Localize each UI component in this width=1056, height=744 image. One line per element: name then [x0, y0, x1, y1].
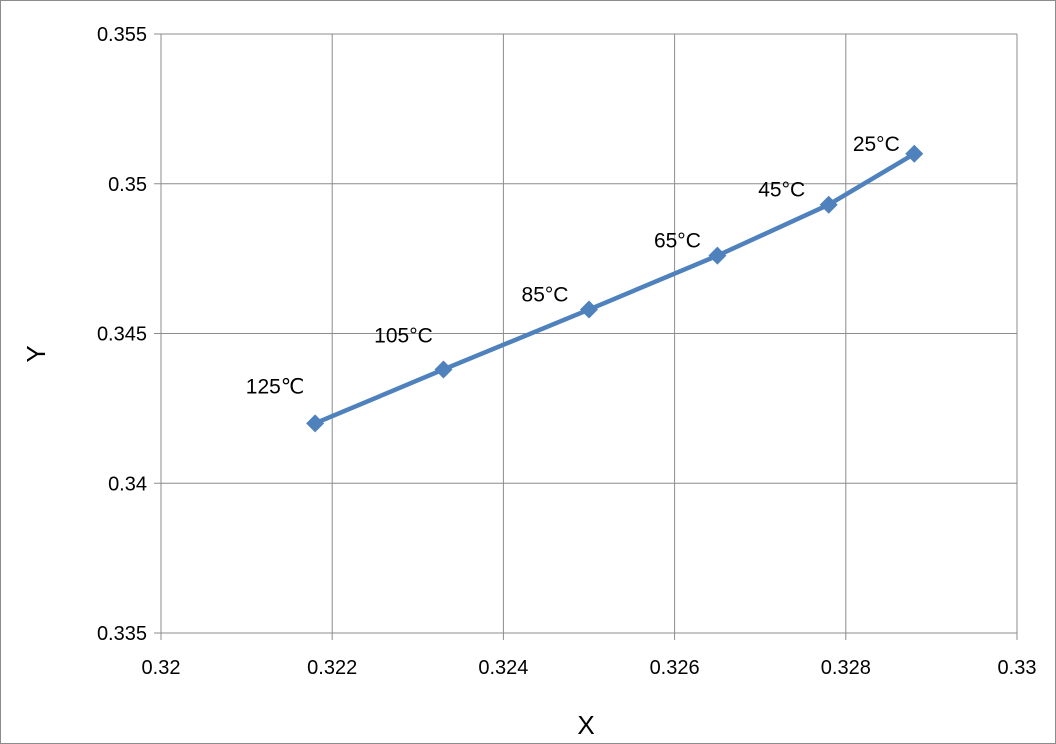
data-point-label: 125℃ — [246, 375, 305, 398]
x-tick-label: 0.326 — [650, 657, 700, 679]
data-point-label: 45°C — [758, 179, 805, 202]
x-tick-label: 0.324 — [478, 657, 528, 679]
tick-labels: 0.32 0.322 0.324 0.326 0.328 0.33 0.335 0.34 0.3… — [97, 24, 1037, 679]
x-tick-label: 0.322 — [307, 657, 357, 679]
x-axis-title: X — [577, 710, 594, 740]
x-tick-label: 0.328 — [821, 657, 871, 679]
data-point-marker — [580, 300, 598, 319]
y-tick-label: 0.345 — [97, 324, 147, 346]
y-tick-label: 0.355 — [97, 24, 147, 46]
y-tick-label: 0.335 — [97, 623, 147, 645]
data-point-marker — [434, 360, 453, 379]
x-tick-label: 0.32 — [142, 657, 181, 679]
axes — [154, 33, 1018, 640]
y-tick-label: 0.34 — [108, 473, 147, 495]
data-point-marker — [819, 195, 838, 214]
y-tick-label: 0.35 — [108, 174, 147, 196]
y-axis-title: Y — [21, 345, 51, 362]
data-point-label: 65°C — [654, 230, 701, 253]
data-labels: 125℃ 105°C 85°C 65°C 45°C 25°C — [246, 133, 900, 399]
grid-lines — [161, 33, 1018, 633]
data-point-marker — [905, 144, 924, 163]
data-point-label: 25°C — [853, 133, 900, 156]
data-point-label: 105°C — [374, 324, 433, 347]
series-line — [312, 151, 917, 426]
data-point-label: 85°C — [522, 284, 569, 307]
data-series — [306, 144, 924, 433]
x-tick-label: 0.33 — [998, 657, 1037, 679]
data-point-marker — [708, 246, 727, 265]
data-point-marker — [306, 414, 325, 433]
